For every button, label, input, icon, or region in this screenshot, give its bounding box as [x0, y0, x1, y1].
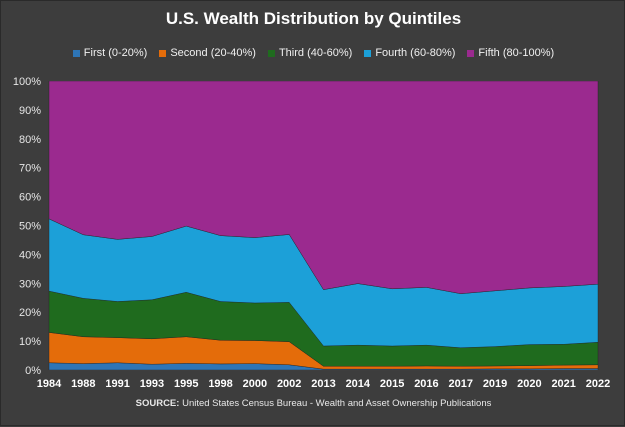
x-tick-label-1991: 1991: [105, 378, 129, 390]
chart-title: U.S. Wealth Distribution by Quintiles: [165, 9, 462, 28]
x-tick-label-2016: 2016: [414, 378, 438, 390]
legend-swatch-5: [467, 49, 475, 57]
x-tick-label-2021: 2021: [551, 378, 575, 390]
legend-label-3: Third (40-60%): [278, 47, 353, 59]
chart-legend: First (0-20%) Second (20-40%) Third (40-60…: [1, 47, 625, 59]
y-tick-label-4: 40%: [19, 249, 41, 261]
x-tick-label-1995: 1995: [174, 378, 198, 390]
x-tick-label-2000: 2000: [243, 378, 267, 390]
legend-item-2: Second (20-40%): [159, 47, 256, 59]
x-tick-label-2017: 2017: [449, 378, 473, 390]
legend-item-3: Third (40-60%): [267, 47, 353, 59]
y-tick-label-7: 70%: [19, 163, 41, 175]
source-note: SOURCE: United States Census Bureau - We…: [1, 398, 625, 409]
x-tick-label-1988: 1988: [71, 378, 95, 390]
x-tick-label-1998: 1998: [208, 378, 232, 390]
x-tick-label-2015: 2015: [380, 378, 404, 390]
x-tick-label-2013: 2013: [311, 378, 335, 390]
legend-swatch-3: [267, 49, 275, 57]
legend-label-5: Fifth (80-100%): [478, 47, 555, 59]
area-series-5: [48, 80, 599, 294]
x-tick-label-2022: 2022: [586, 378, 610, 390]
y-tick-label-1: 10%: [19, 336, 41, 348]
legend-swatch-1: [72, 49, 80, 57]
x-tick-label-1984: 1984: [37, 378, 62, 390]
y-tick-label-2: 20%: [19, 307, 41, 319]
y-tick-label-0: 0%: [25, 365, 41, 377]
legend-swatch-2: [159, 49, 167, 57]
source-label: SOURCE:: [135, 398, 180, 409]
y-tick-label-9: 90%: [19, 105, 41, 117]
legend-item-1: First (0-20%): [72, 47, 148, 59]
y-tick-label-6: 60%: [19, 192, 41, 204]
source-text: United States Census Bureau - Wealth and…: [182, 398, 492, 409]
y-tick-label-8: 80%: [19, 134, 41, 146]
legend-swatch-4: [364, 49, 372, 57]
y-tick-label-10: 100%: [13, 76, 41, 88]
x-tick-label-2002: 2002: [277, 378, 301, 390]
x-tick-label-2019: 2019: [483, 378, 507, 390]
x-tick-label-2014: 2014: [346, 378, 371, 390]
legend-label-1: First (0-20%): [83, 47, 148, 59]
legend-item-4: Fourth (60-80%): [364, 47, 455, 59]
legend-label-2: Second (20-40%): [170, 47, 256, 59]
legend-label-4: Fourth (60-80%): [375, 47, 456, 59]
y-tick-label-5: 50%: [19, 221, 41, 233]
legend-item-5: Fifth (80-100%): [467, 47, 554, 59]
y-tick-label-3: 30%: [19, 278, 41, 290]
x-tick-label-2020: 2020: [517, 378, 541, 390]
x-tick-label-1993: 1993: [140, 378, 164, 390]
